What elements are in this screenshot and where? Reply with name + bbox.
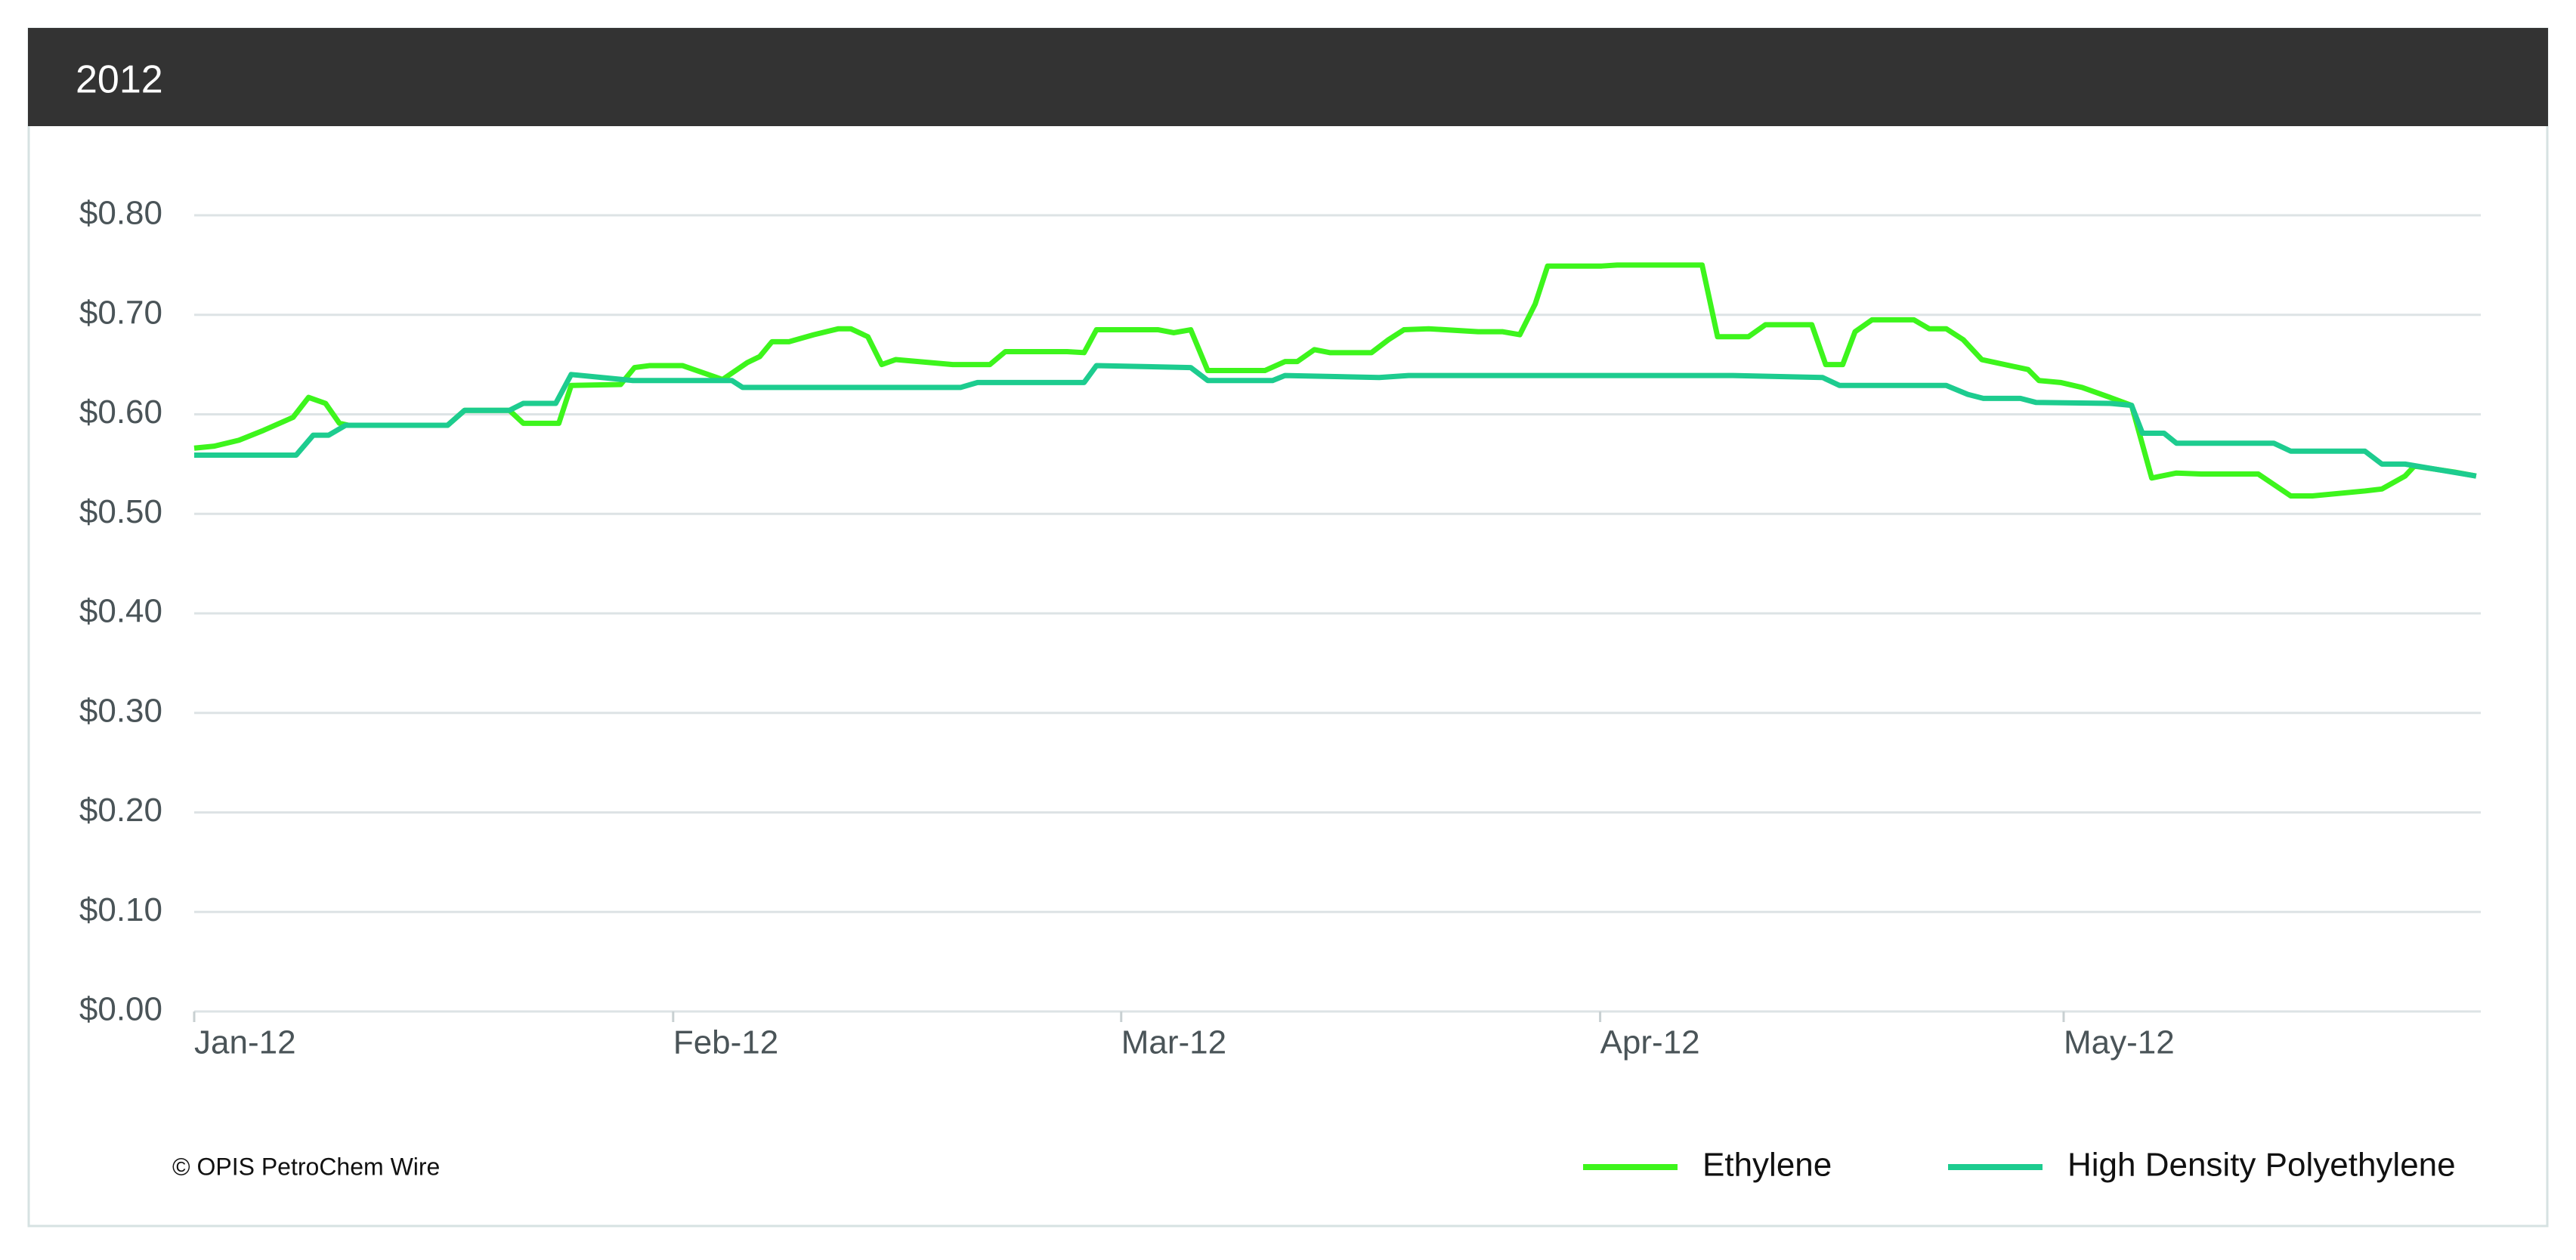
x-tick-label: Feb-12: [673, 1024, 778, 1061]
legend-label: Ethylene: [1702, 1147, 1832, 1184]
panel: [27, 27, 2549, 1228]
line-series: [193, 262, 2477, 499]
source: © OPIS PetroChem Wire: [172, 1153, 440, 1180]
y-tick-label: $0.00: [79, 991, 162, 1028]
header: [28, 28, 2548, 126]
y-tick-label: $0.10: [79, 891, 162, 928]
x-tick-label: May-12: [2064, 1024, 2175, 1061]
y-tick-label: $0.40: [79, 593, 162, 630]
legend-label: High Density Polyethylene: [2067, 1147, 2456, 1184]
x-tick-label: Mar-12: [1121, 1024, 1226, 1061]
y-tick-label: $0.50: [79, 493, 162, 530]
y-tick-label: $0.70: [79, 294, 162, 331]
y-tick-label: $0.30: [79, 692, 162, 729]
x-tick-label: Apr-12: [1600, 1024, 1700, 1061]
y-tick-label: $0.80: [79, 195, 162, 232]
x-tick-label: Jan-12: [194, 1024, 296, 1061]
y-tick-label: $0.20: [79, 792, 162, 829]
y-tick-label: $0.60: [79, 394, 162, 431]
chart-title: 2012: [76, 58, 163, 102]
line-series: [194, 363, 2477, 479]
